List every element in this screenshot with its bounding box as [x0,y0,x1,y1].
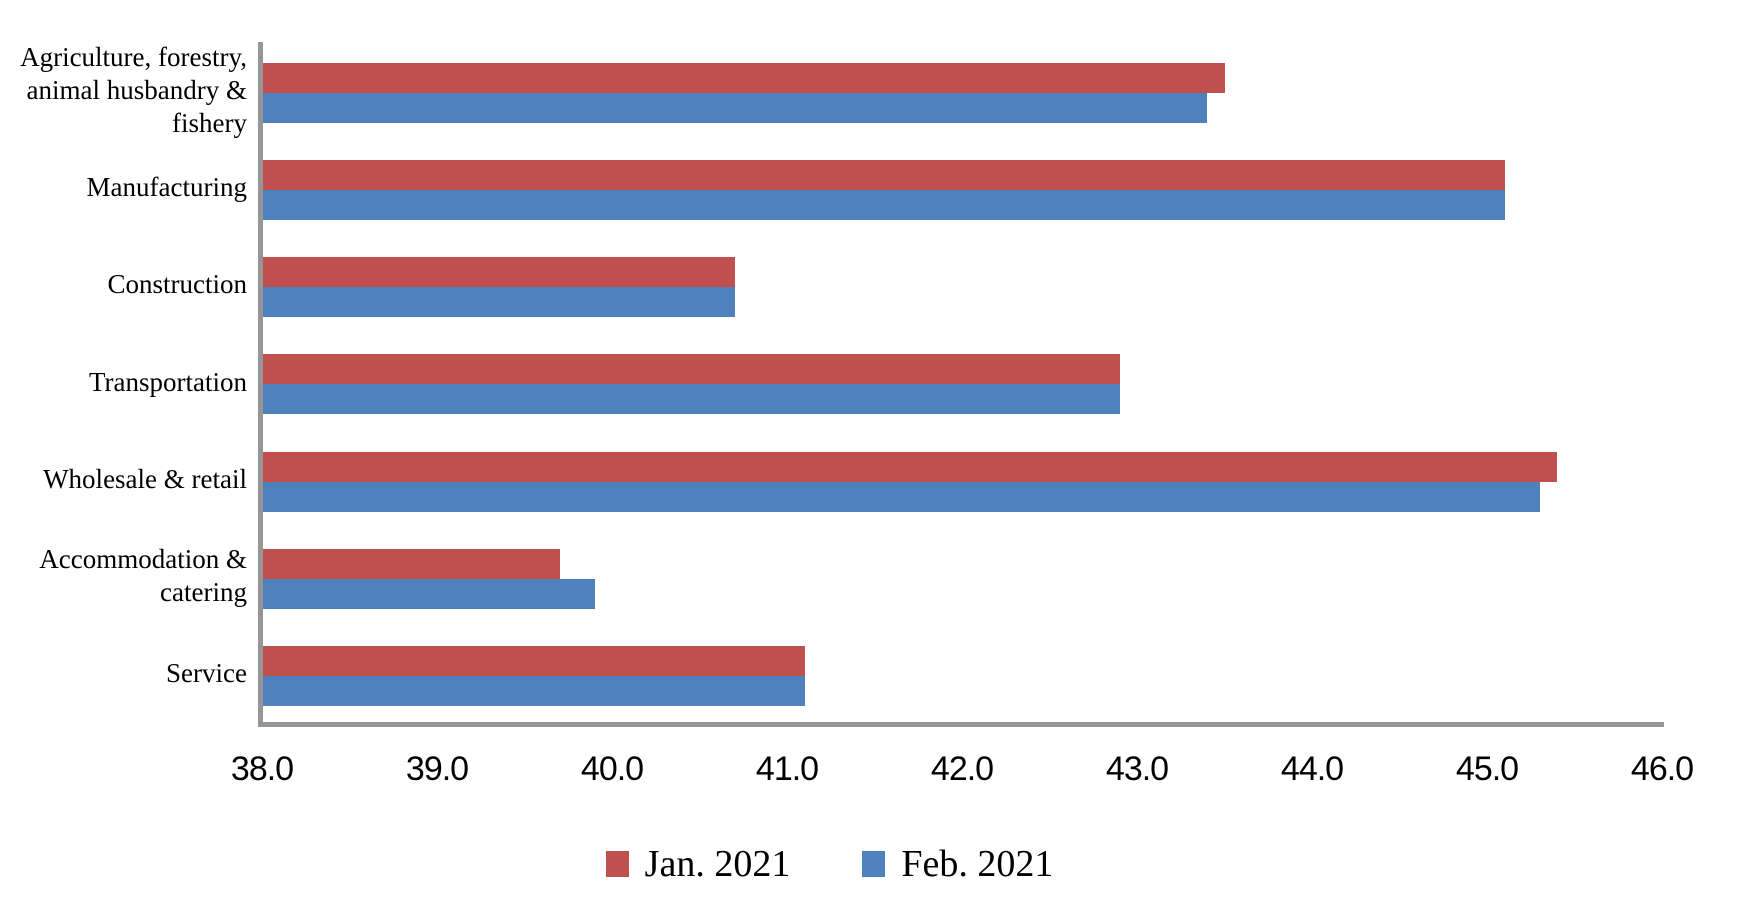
category-label-construction: Construction [107,269,248,300]
category-label-agriculture-forestry-animal-husbandry-fishery: Agriculture, forestry, animal husbandry … [20,42,247,139]
bar-feb-2021-transportation [263,384,1120,415]
bar-jan-2021-construction [263,257,735,288]
x-tick-label-43-0: 43.0 [1105,750,1169,788]
x-tick-label-42-0: 42.0 [930,750,994,788]
bar-feb-2021-construction [263,287,735,318]
category-label-transportation: Transportation [88,366,247,397]
bar-feb-2021-accommodation-catering [263,578,595,609]
x-tick-label-44-0: 44.0 [1280,750,1344,788]
x-tick-label-38-0: 38.0 [230,750,294,788]
bar-feb-2021-agriculture-forestry-animal-husbandry-fishery [263,93,1207,123]
x-tick-label-40-0: 40.0 [580,750,644,788]
legend-label-jan-2021: Jan. 2021 [644,843,791,885]
legend-swatch-jan-2021 [605,851,629,877]
x-tick-label-41-0: 41.0 [755,750,819,788]
bar-jan-2021-agriculture-forestry-animal-husbandry-fishery [263,63,1225,93]
category-label-accommodation-catering: Accommodation & catering [39,544,247,608]
legend: Jan. 2021 Feb. 2021 [0,838,1704,890]
category-label-manufacturing: Manufacturing [86,172,247,203]
bar-jan-2021-manufacturing [263,160,1505,191]
bar-feb-2021-service [263,675,805,706]
bar-jan-2021-wholesale-retail [263,451,1557,482]
bar-jan-2021-service [263,645,805,676]
x-axis-line [258,722,1664,727]
bar-feb-2021-wholesale-retail [263,481,1540,512]
x-tick-label-45-0: 45.0 [1455,750,1519,788]
legend-item-feb-2021: Feb. 2021 [862,842,1053,886]
legend-swatch-feb-2021 [862,851,886,877]
legend-label-feb-2021: Feb. 2021 [901,843,1054,885]
x-tick-label-39-0: 39.0 [405,750,469,788]
legend-item-jan-2021: Jan. 2021 [605,842,791,886]
bar-feb-2021-manufacturing [263,190,1505,221]
y-axis-line [258,42,263,727]
x-tick-label-46-0: 46.0 [1630,750,1694,788]
category-label-service: Service [166,657,247,688]
bar-jan-2021-transportation [263,354,1120,385]
category-label-wholesale-retail: Wholesale & retail [43,463,247,494]
bar-jan-2021-accommodation-catering [263,548,560,579]
